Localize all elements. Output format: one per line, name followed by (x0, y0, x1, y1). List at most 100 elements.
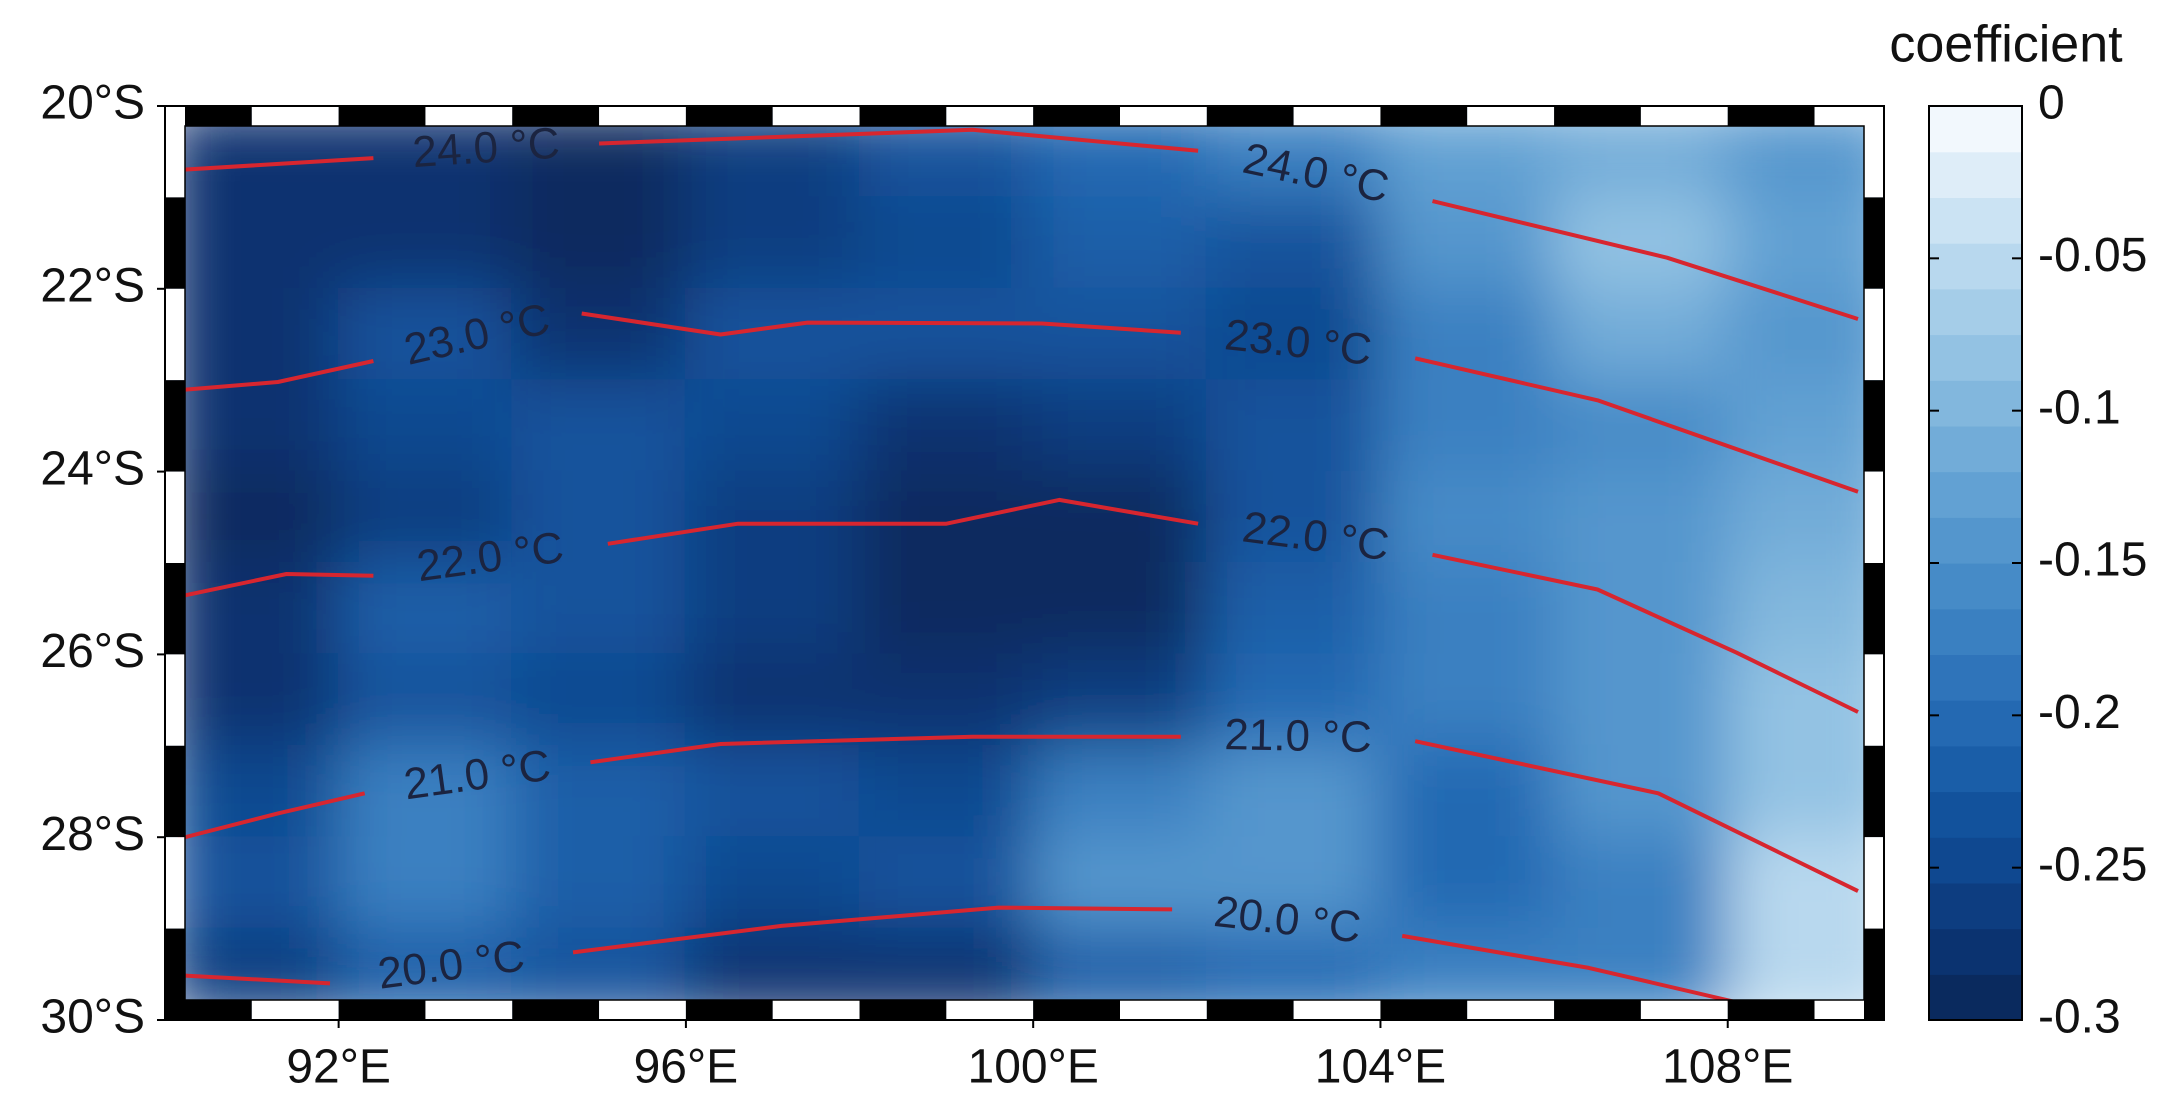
frame-segment (1467, 1000, 1555, 1020)
field-cell (1553, 379, 1729, 473)
field-cell (1726, 836, 1884, 930)
field-cell (1553, 196, 1729, 290)
frame-segment (1380, 106, 1468, 126)
field-cell (337, 196, 514, 290)
frame-segment (859, 106, 947, 126)
frame-inner (184, 125, 1865, 1001)
colorbar-label: coefficient (1889, 16, 2123, 74)
field-cell (858, 470, 1035, 564)
field-cell (1205, 196, 1382, 290)
colorbar-tick-label: -0.3 (2038, 991, 2121, 1044)
frame-segment (1554, 1000, 1641, 1020)
field-cell (165, 653, 340, 747)
field-cell (1379, 379, 1556, 473)
frame-segment (165, 1000, 252, 1020)
colorbar-step (1929, 106, 2022, 153)
field-cell (1032, 470, 1208, 564)
frame-segment (165, 106, 185, 198)
isotherm (177, 311, 1859, 494)
frame-segment (772, 1000, 860, 1020)
frame: 92°E 96°E 100°E 104°E 108°E 20°S 22°S 24°S 26°S 2… (40, 77, 1885, 1094)
frame-segment (1864, 380, 1884, 472)
field-cell (858, 744, 1035, 839)
field-cell (1726, 196, 1884, 290)
field-cell (1726, 470, 1884, 564)
colorbar-step (1929, 882, 2022, 930)
isotherm (177, 497, 1859, 714)
frame-segment (772, 106, 860, 126)
field-cell (1726, 562, 1884, 656)
y-tick-label: 30°S (40, 991, 145, 1044)
field-cell (337, 744, 514, 839)
frame-segment (1467, 106, 1555, 126)
frame-segment (512, 1000, 600, 1020)
frame-segment (1864, 563, 1884, 655)
colorbar-tick-label: -0.25 (2038, 838, 2147, 891)
x-tick-label: 108°E (1662, 1041, 1793, 1094)
isotherm (177, 905, 1755, 1009)
field-cell (1205, 744, 1382, 839)
field-cell (337, 287, 514, 382)
field-cell (684, 379, 861, 473)
colorbar-step (1929, 425, 2022, 473)
isotherm-label: 21.0 °C (1224, 710, 1372, 762)
frame-segment (1864, 471, 1884, 563)
colorbar-step (1929, 974, 2022, 1021)
frame-segment (599, 106, 686, 126)
field-cell (1032, 287, 1208, 382)
x-tick-label: 92°E (286, 1041, 391, 1094)
field-cell (165, 744, 340, 839)
frame-segment (685, 1000, 773, 1020)
field-cell (337, 836, 514, 930)
field-cell (1553, 836, 1729, 930)
frame-segment (1206, 1000, 1294, 1020)
field-cell (1205, 287, 1382, 382)
x-tick-label: 96°E (634, 1041, 739, 1094)
field-cell (165, 836, 340, 930)
colorbar: 0 -0.05 -0.1 -0.15 -0.2 -0.25 -0.3 (1928, 77, 2147, 1044)
frame-segment (165, 837, 185, 929)
field-cell (1379, 470, 1556, 564)
field-cell (858, 287, 1035, 382)
field-cell (1032, 379, 1208, 473)
frame-segment (1864, 288, 1884, 381)
field-cell (511, 379, 687, 473)
frame-segment (251, 1000, 339, 1020)
frame-segment (1727, 1000, 1815, 1020)
frame-segment (946, 106, 1034, 126)
frame-segment (1293, 1000, 1381, 1020)
field-cell (1726, 379, 1884, 473)
frame-segment (165, 288, 185, 381)
field-cell (1205, 470, 1382, 564)
field-cell (1205, 562, 1382, 656)
isotherm (177, 127, 1859, 321)
frame-segment (685, 106, 773, 126)
colorbar-tick-label: 0 (2038, 77, 2065, 130)
frame-segment (1864, 106, 1884, 198)
frame-segment (1864, 928, 1884, 1020)
field-cell (858, 379, 1035, 473)
field-cell (1379, 744, 1556, 839)
field-cell (1379, 836, 1556, 930)
field-cell (1205, 653, 1382, 747)
field-cell (337, 470, 514, 564)
colorbar-step (1929, 197, 2022, 244)
frame-segment (1864, 654, 1884, 746)
frame-segment (165, 563, 185, 655)
frame-segment (1033, 106, 1120, 126)
colorbar-tick-label: -0.05 (2038, 229, 2147, 282)
colorbar-step (1929, 654, 2022, 701)
frame-segment (512, 106, 600, 126)
colorbar-step (1929, 608, 2022, 655)
field-cell (1205, 379, 1382, 473)
colorbar-step (1929, 563, 2022, 610)
frame-segment (1033, 1000, 1120, 1020)
field-cell (1726, 653, 1884, 747)
field-cell (1379, 653, 1556, 747)
colorbar-step (1929, 791, 2022, 838)
y-tick-label: 22°S (40, 259, 145, 312)
field-cell (1379, 562, 1556, 656)
field-cell (1032, 653, 1208, 747)
field-cell (684, 470, 861, 564)
field-cell (684, 836, 861, 930)
